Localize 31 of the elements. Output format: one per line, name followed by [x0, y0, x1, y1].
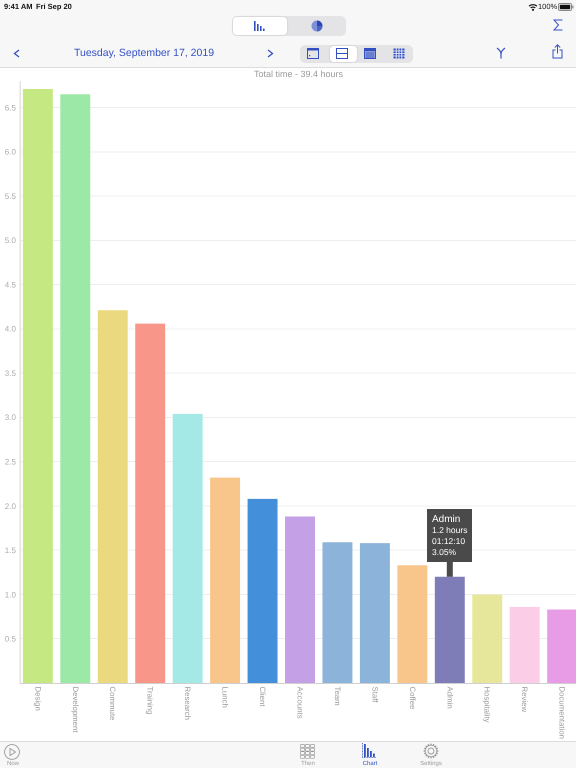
- y-tick-label: 4.0: [4, 324, 16, 334]
- y-tick-label: 5.0: [4, 236, 16, 246]
- bar: [98, 310, 128, 683]
- y-tick-label: 6.0: [4, 148, 16, 157]
- bar: [172, 414, 203, 683]
- y-tick-label: 6.5: [4, 103, 16, 112]
- y-tick-label: 1.0: [4, 590, 16, 600]
- y-tick-label: 3.0: [4, 413, 16, 422]
- y-tick-label: 4.5: [4, 280, 16, 290]
- bar: [135, 324, 166, 683]
- bar: [472, 594, 502, 683]
- bar: [285, 516, 315, 683]
- y-tick-label: 3.5: [4, 368, 16, 378]
- y-tick-label: 0.5: [4, 634, 16, 644]
- bar: [510, 606, 540, 683]
- bar: [322, 542, 352, 683]
- bar: [60, 94, 90, 683]
- bar: [360, 543, 390, 683]
- chart-title: Tuesday, September 17, 2019: [72, 47, 216, 59]
- y-tick-label: 2.0: [4, 502, 16, 511]
- y-tick-label: 2.5: [4, 457, 16, 466]
- bar: [248, 498, 278, 683]
- y-tick-label: 5.5: [4, 192, 16, 201]
- bar: [210, 478, 240, 683]
- chart-subtitle: Total time - 39.4 hours: [254, 69, 344, 80]
- annotation: Admin 1.2 hours 01:12:10 3.05%: [432, 514, 468, 558]
- y-tick-label: 1.5: [4, 546, 16, 556]
- bar: [547, 610, 576, 683]
- bar: [397, 565, 428, 683]
- bar: [434, 576, 465, 683]
- bar: [22, 88, 53, 683]
